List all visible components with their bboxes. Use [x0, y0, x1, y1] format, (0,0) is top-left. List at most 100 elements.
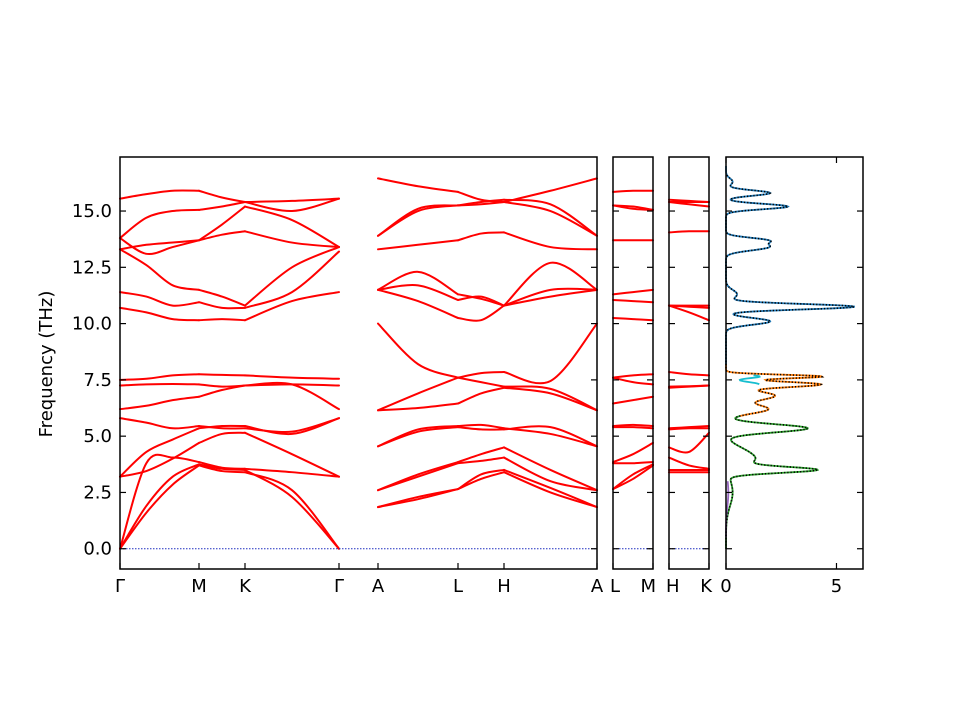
phonon-branch [244, 431, 340, 478]
phonon-branch [244, 246, 340, 307]
phonon-branch [377, 376, 459, 412]
phonon-branch [119, 382, 200, 387]
phonon-branch [377, 204, 459, 237]
phonon-branch [377, 425, 459, 448]
phonon-branch [244, 471, 340, 550]
phonon-branch [198, 301, 246, 310]
phonon-branch [668, 427, 710, 431]
phonon-branch [668, 384, 710, 388]
phonon-branch [377, 322, 459, 379]
y-tick-label: 5.0 [83, 426, 112, 447]
x-tick-label: A [591, 576, 604, 597]
x-tick-label: M [191, 576, 207, 597]
phonon-branch [503, 288, 598, 307]
phonon-branch [377, 204, 459, 237]
dos-x-tick-label: 5 [831, 576, 842, 597]
x-tick-label: Γ [334, 576, 344, 597]
phonon-branch [244, 467, 340, 478]
y-tick-label: 7.5 [83, 370, 112, 391]
phonon-branch [244, 417, 340, 434]
phonon-branch [198, 383, 246, 388]
phonon-branch [612, 189, 654, 193]
phonon-branch [377, 488, 459, 509]
phonon-branch [198, 373, 246, 377]
phonon-branch [668, 456, 710, 470]
phonon-branch [244, 230, 340, 249]
partial-dos-curve [725, 364, 825, 417]
phonon-branch [503, 425, 598, 448]
phonon-branch [198, 230, 246, 242]
y-tick-label: 2.5 [83, 482, 112, 503]
panel-frame [119, 156, 598, 570]
dos-frame [725, 156, 864, 570]
phonon-branch [377, 288, 459, 319]
phonon-branch [612, 376, 654, 386]
phonon-branch [612, 373, 654, 379]
phonon-branch [119, 291, 200, 307]
phonon-branch [244, 383, 340, 387]
phonon-branch [198, 464, 246, 474]
phonon-branch [244, 197, 340, 213]
phonon-branch [503, 446, 598, 492]
phonon-branch [377, 239, 459, 251]
phonon-branch [612, 423, 654, 428]
phonon-branch [119, 441, 200, 478]
phonon-branch [612, 461, 654, 465]
phonon-branch [198, 318, 246, 322]
phonon-branch [612, 463, 654, 491]
phonon-branch [377, 177, 459, 193]
panel-frame [612, 156, 654, 570]
phonon-branch [503, 198, 598, 237]
phonon-branch [457, 190, 505, 204]
phonon-branch [198, 461, 246, 470]
phonon-branch [119, 239, 200, 251]
x-tick-label: H [497, 576, 511, 597]
phonon-branch [668, 425, 710, 430]
phonon-branch [668, 431, 710, 454]
phonon-branch [244, 381, 340, 411]
phonon-branch [612, 395, 654, 405]
phonon-branch [503, 468, 598, 509]
phonon-branch [119, 464, 200, 550]
phonon-branch [119, 306, 200, 322]
phonon-branch [457, 426, 505, 431]
phonon-branch [244, 374, 340, 380]
dos-x-tick-label: 0 [720, 576, 731, 597]
phonon-branch [503, 177, 598, 204]
phonon-branch [612, 204, 654, 211]
x-tick-label: L [610, 576, 620, 597]
phonon-branch [119, 427, 200, 478]
phonon-branch [377, 461, 459, 492]
y-tick-label: 15.0 [72, 201, 112, 222]
phonon-branch [119, 248, 200, 291]
phonon-branch [198, 205, 246, 242]
phonon-branch [503, 287, 598, 307]
phonon-branch [119, 373, 200, 381]
phonon-branch [503, 231, 598, 251]
plot-area: 0.02.55.07.510.012.515.0Γ M K Γ A L H A L M H K 0 5 [72, 156, 864, 597]
phonon-branch [244, 250, 340, 309]
phonon-branch [503, 456, 598, 492]
y-tick-label: 0.0 [83, 539, 112, 560]
phonon-branch [668, 230, 710, 234]
phonon-branch [457, 231, 505, 242]
x-tick-label: L [453, 576, 463, 597]
x-tick-label: M [640, 576, 656, 597]
phonon-branch [457, 423, 505, 430]
phonon-branch [457, 304, 505, 322]
phonon-branch [503, 261, 598, 307]
phonon-branch [244, 468, 340, 550]
phonon-branch [244, 205, 340, 249]
phonon-branch [668, 304, 710, 322]
phonon-branch [198, 425, 246, 430]
phonon-branch [457, 293, 505, 307]
phonon-branch [119, 417, 200, 430]
phonon-branch [503, 201, 598, 237]
phonon-branch [457, 446, 505, 464]
x-tick-label: A [372, 576, 385, 597]
y-tick-label: 10.0 [72, 314, 112, 335]
